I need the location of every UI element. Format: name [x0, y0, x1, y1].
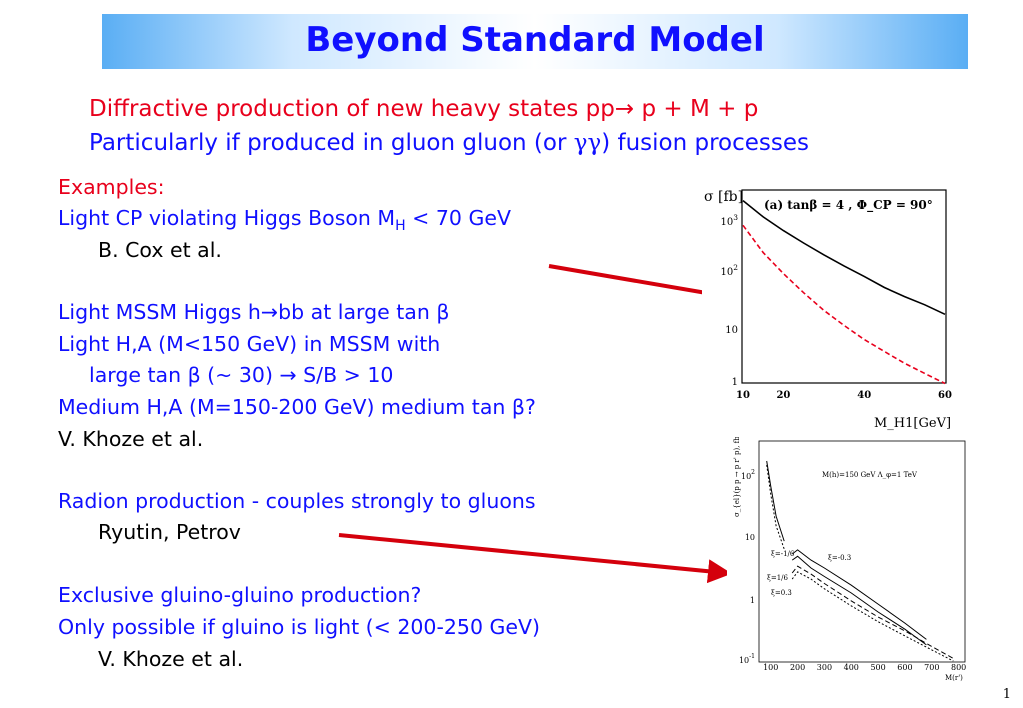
higgs-cp-subscript: H — [395, 218, 406, 235]
subtitle-line-2: Particularly if produced in gluon gluon … — [89, 130, 809, 156]
chart2-x-tick: 100 — [763, 663, 778, 672]
page-number: 1 — [1002, 687, 1011, 702]
chart2-curve-label: ξ=-1/6 — [771, 550, 795, 558]
chart1-x-tick-labels: 10 20 40 60 — [736, 390, 952, 401]
chart1-y-tick: 103 — [720, 213, 738, 228]
chart2-curve-label: ξ=1/6 — [767, 574, 789, 582]
chart1-x-tick: 60 — [938, 390, 952, 401]
chart2-x-tick: 300 — [817, 663, 832, 672]
subtitle-line-1: Diffractive production of new heavy stat… — [89, 96, 759, 122]
ryutin-reference: Ryutin, Petrov — [98, 520, 241, 544]
cox-reference: B. Cox et al. — [98, 238, 222, 262]
subtitle-line-2-pre: Particularly if produced in gluon gluon … — [89, 130, 574, 156]
chart2-curve-labels: ξ=-1/6 ξ=-0.3 ξ=1/6 ξ=0.3 — [767, 550, 851, 597]
chart2-frame — [758, 440, 966, 663]
higgs-cp-line: Light CP violating Higgs Boson MH < 70 G… — [58, 206, 511, 234]
chart2-series-line — [791, 565, 954, 659]
chart2-series-line — [791, 549, 927, 640]
chart1-annotation: (a) tanβ = 4 , Φ_CP = 90° — [764, 198, 933, 213]
chart2-x-tick: 500 — [870, 663, 885, 672]
chart2-y-tick-exponent: 2 — [751, 469, 755, 476]
arrow-to-higgs-plot — [548, 264, 730, 305]
chart1-y-tick-exponent: 3 — [733, 213, 738, 222]
chart1-y-tick: 102 — [720, 263, 738, 278]
chart2-curve-label: ξ=-0.3 — [828, 554, 851, 562]
chart2-series-line — [766, 464, 785, 550]
chart1-series-line — [742, 199, 946, 316]
chart2-xlabel: M(r') — [945, 674, 963, 682]
chart1-x-tick: 20 — [776, 390, 790, 401]
chart2-annotation: M(h)=150 GeV Λ_φ=1 TeV — [822, 471, 918, 479]
chart2-series-line — [766, 460, 785, 542]
chart2-ylabel: σ_{el}(p p → p r' p), fb — [733, 437, 741, 517]
gamma-gamma-symbol: γγ — [573, 130, 602, 156]
mssm-ha-line: Light H,A (M<150 GeV) in MSSM with — [58, 332, 441, 356]
higgs-cp-text: Light CP violating Higgs Boson M — [58, 206, 396, 230]
chart2-x-tick: 400 — [844, 663, 859, 672]
chart2-x-tick: 200 — [790, 663, 805, 672]
chart2-x-tick: 800 — [951, 663, 966, 672]
title-bar: Beyond Standard Model — [102, 14, 968, 69]
chart2-y-tick-labels: 10-1 1 10 102 — [739, 469, 755, 665]
chart2-y-tick-exponent: -1 — [749, 653, 755, 660]
arrow-to-radion-plot — [338, 533, 732, 584]
chart2-y-tick: 1 — [750, 596, 755, 605]
chart2-curve-label: ξ=0.3 — [771, 589, 792, 597]
slide-title: Beyond Standard Model — [305, 20, 765, 60]
chart1-y-tick: 10 — [725, 325, 738, 336]
mssm-h-line: Light MSSM Higgs h→bb at large tan β — [58, 300, 450, 324]
chart2-y-tick: 102 — [741, 469, 755, 481]
chart1-series — [742, 199, 946, 385]
chart1-y-tick: 1 — [732, 377, 738, 388]
gluino-light-line: Only possible if gluino is light (< 200-… — [58, 615, 541, 639]
chart2-x-tick: 600 — [897, 663, 912, 672]
gluino-line: Exclusive gluino-gluino production? — [58, 583, 422, 607]
large-tan-line: large tan β (~ 30) → S/B > 10 — [89, 363, 394, 387]
chart2-series-line — [791, 555, 927, 646]
chart1-frame — [741, 189, 947, 384]
chart2-series — [766, 460, 954, 662]
chart1-ylabel: σ [fb] — [704, 189, 743, 205]
khoze-reference-2: V. Khoze et al. — [98, 647, 244, 671]
examples-heading: Examples: — [58, 175, 165, 199]
chart1-y-tick-labels: 1 10 102 103 — [720, 213, 738, 388]
chart2-series-line — [791, 571, 954, 662]
chart2-y-tick: 10 — [745, 533, 755, 542]
subtitle-line-2-post: ) fusion processes — [601, 130, 810, 156]
chart1-xlabel: M_H1[GeV] — [874, 416, 951, 431]
higgs-cross-section-chart: σ [fb] (a) tanβ = 4 , Φ_CP = 90° 1101021… — [702, 183, 954, 433]
chart2-x-tick: 700 — [924, 663, 939, 672]
chart1-y-tick-exponent: 2 — [733, 263, 738, 272]
radion-cross-section-chart: σ_{el}(p p → p r' p), fb M(h)=150 GeV Λ_… — [727, 437, 975, 685]
medium-ha-line: Medium H,A (M=150-200 GeV) medium tan β? — [58, 395, 536, 419]
chart2-y-tick: 10-1 — [739, 653, 755, 665]
chart2-x-tick-labels: 100 200 300 400 500 600 700 800 — [763, 663, 966, 672]
radion-line: Radion production - couples strongly to … — [58, 489, 536, 513]
khoze-reference-1: V. Khoze et al. — [58, 427, 204, 451]
chart1-x-tick: 10 — [736, 390, 750, 401]
higgs-cp-mass: < 70 GeV — [405, 206, 511, 230]
chart1-x-tick: 40 — [857, 390, 871, 401]
